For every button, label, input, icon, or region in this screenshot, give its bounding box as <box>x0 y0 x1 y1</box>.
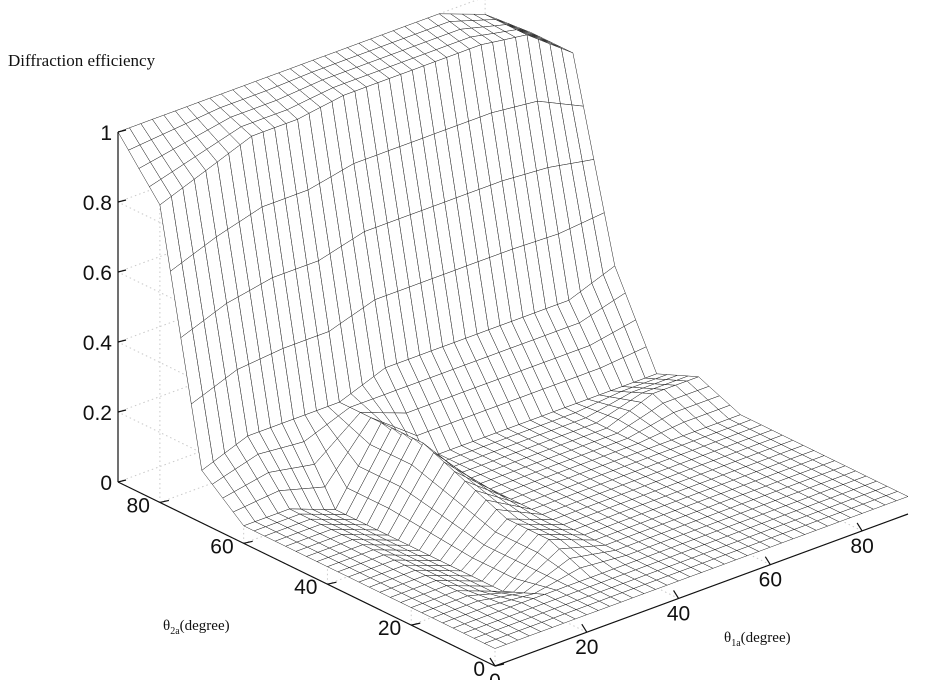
x-tick-label: 0 <box>489 670 501 680</box>
z-tick-label: 0.6 <box>83 262 112 285</box>
x-tick-label: 80 <box>850 535 873 558</box>
chart-title: Diffraction efficiency <box>8 51 156 70</box>
x-tick-mark <box>581 623 588 633</box>
grid-line <box>117 259 532 413</box>
z-tick-mark <box>117 409 127 413</box>
y-tick-label: 0 <box>473 658 485 680</box>
y-tick-label: 80 <box>127 494 150 517</box>
x-tick-mark <box>856 522 863 532</box>
x-axis-label: θ1a(degree) <box>724 630 791 649</box>
surface-mesh <box>117 13 909 649</box>
z-tick-mark <box>117 199 127 203</box>
x-tick-mark <box>764 556 771 565</box>
y-tick-label: 40 <box>294 576 317 599</box>
x-tick-label: 40 <box>667 602 690 625</box>
z-tick-label: 0 <box>100 472 112 495</box>
z-tick-mark <box>117 129 127 133</box>
z-tick-mark <box>117 269 127 273</box>
y-axis-label: θ2a(degree) <box>163 618 230 637</box>
z-tick-label: 0.2 <box>83 402 112 425</box>
x-tick-mark <box>673 590 680 599</box>
z-tick-mark <box>117 339 127 343</box>
y-tick-mark <box>159 499 170 504</box>
y-tick-mark <box>243 540 253 544</box>
y-axis-line <box>117 481 496 667</box>
grid-line <box>117 329 532 483</box>
y-tick-mark <box>327 581 337 585</box>
x-tick-label: 20 <box>575 636 598 659</box>
z-tick-label: 0.8 <box>83 192 112 215</box>
y-tick-label: 20 <box>378 617 401 640</box>
surface-cell <box>885 491 909 501</box>
y-tick-label: 60 <box>210 535 233 558</box>
x-tick-mark <box>489 657 496 667</box>
y-tick-mark <box>411 622 421 626</box>
x-tick-label: 60 <box>759 569 782 592</box>
z-tick-mark <box>117 479 127 483</box>
axes-layer: 0 0.2 0.4 0.6 0.8 1 0 20 40 60 80 0 20 40 60 80 <box>83 122 909 680</box>
x-axis-line <box>494 513 909 667</box>
z-tick-label: 1 <box>100 122 112 145</box>
y-tick-mark <box>494 663 505 667</box>
z-tick-label: 0.4 <box>83 332 113 355</box>
